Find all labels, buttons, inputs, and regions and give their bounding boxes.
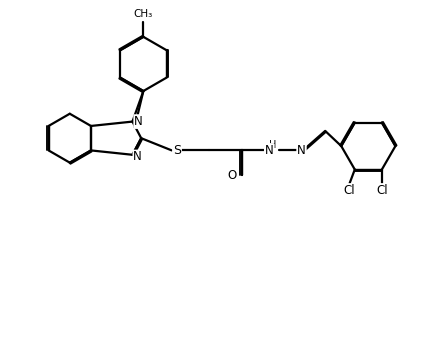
Text: N: N <box>133 151 142 163</box>
Text: H: H <box>270 140 277 150</box>
Text: N: N <box>297 144 306 157</box>
Text: N: N <box>265 144 274 157</box>
Text: S: S <box>173 144 181 157</box>
Text: N: N <box>134 115 143 128</box>
Text: O: O <box>227 169 237 182</box>
Text: Cl: Cl <box>376 184 388 197</box>
Text: CH₃: CH₃ <box>134 9 153 19</box>
Text: Cl: Cl <box>344 184 355 197</box>
